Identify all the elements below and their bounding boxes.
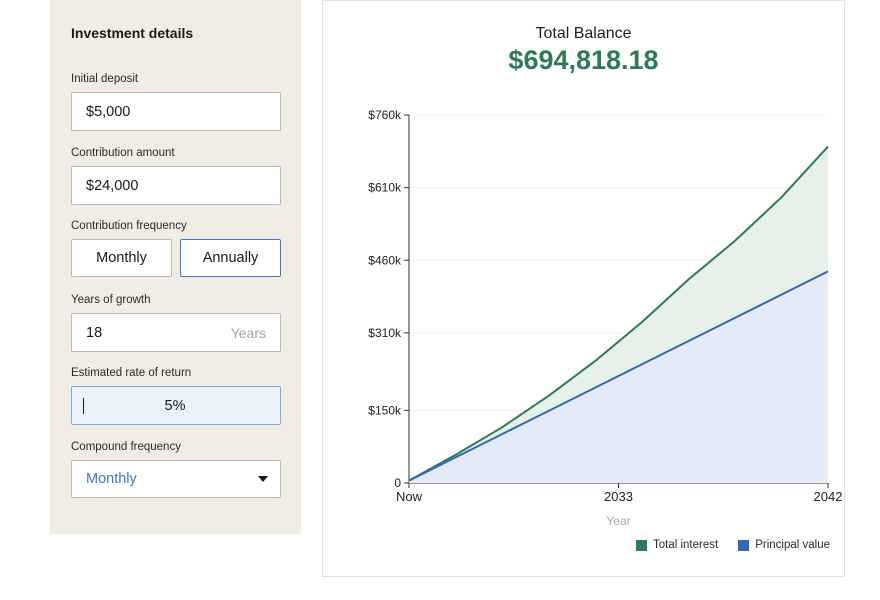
compound-frequency-select[interactable]: Monthly <box>71 460 281 498</box>
x-axis-label: Year <box>606 514 630 528</box>
principal-line <box>408 270 829 482</box>
initial-deposit-label: Initial deposit <box>71 73 139 85</box>
y-tick-label: $310k <box>368 326 402 340</box>
total-balance-label: Total Balance <box>535 25 632 42</box>
y-tick-label: $150k <box>368 403 402 417</box>
investment-details-panel: Investment details Initial deposit $5,00… <box>50 0 301 534</box>
contribution-amount-value: $24,000 <box>86 177 139 194</box>
y-tick-label: $610k <box>368 181 402 195</box>
total-balance-value: $694,818.18 <box>508 45 659 75</box>
rate-of-return-label: Estimated rate of return <box>71 367 192 379</box>
legend-item-principal: Principal value <box>738 539 830 551</box>
years-of-growth-value: 18 <box>86 324 103 341</box>
years-of-growth-input[interactable]: 18 Years <box>71 313 281 352</box>
x-tick-label: 2042 <box>814 489 843 504</box>
dropdown-arrow-icon <box>258 476 268 482</box>
principal-swatch <box>738 539 750 551</box>
frequency-annually-button[interactable]: Annually <box>180 239 281 277</box>
y-tick-label: 0 <box>394 476 401 490</box>
contribution-frequency-label: Contribution frequency <box>71 220 187 232</box>
initial-deposit-input[interactable]: $5,000 <box>71 92 281 131</box>
legend-interest-label: Total interest <box>653 539 719 551</box>
chart-card: Total Balance $694,818.18 0 $150k $310k $46… <box>322 0 845 577</box>
legend-principal-label: Principal value <box>755 539 830 551</box>
compound-frequency-label: Compound frequency <box>71 441 181 453</box>
x-tick-label: Now <box>396 489 423 504</box>
years-suffix: Years <box>230 324 266 341</box>
x-tick-label: 2033 <box>604 489 633 504</box>
contribution-amount-label: Contribution amount <box>71 147 175 159</box>
y-tick-label: $460k <box>368 253 402 267</box>
contribution-amount-input[interactable]: $24,000 <box>71 166 281 205</box>
frequency-monthly-button[interactable]: Monthly <box>71 239 172 277</box>
text-caret <box>83 397 84 414</box>
legend-item-interest: Total interest <box>636 539 718 551</box>
interest-swatch <box>636 539 647 551</box>
rate-of-return-input[interactable]: 5% <box>71 386 281 425</box>
y-tick-label: $760k <box>368 108 402 122</box>
frequency-annually-label: Annually <box>202 250 259 266</box>
initial-deposit-value: $5,000 <box>86 103 131 120</box>
years-of-growth-label: Years of growth <box>71 294 151 306</box>
chart-legend: Total interest Principal value <box>636 539 830 551</box>
total-interest-line <box>408 145 829 482</box>
balance-chart: 0 $150k $310k $460k $610k $760k Now 2033 2042 Yea… <box>368 108 843 528</box>
compound-frequency-value: Monthly <box>86 471 137 487</box>
rate-of-return-value: 5% <box>164 397 186 414</box>
panel-title: Investment details <box>71 25 194 41</box>
frequency-monthly-label: Monthly <box>96 250 147 266</box>
